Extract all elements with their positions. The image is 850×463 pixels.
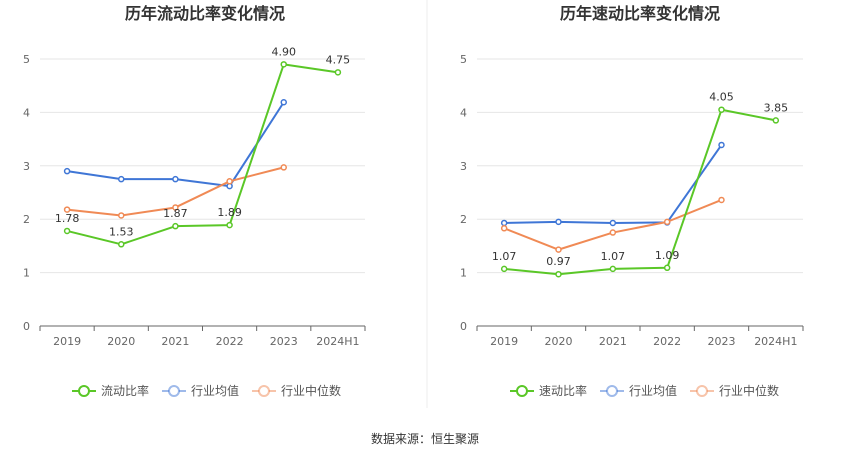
x-tick-label: 2019: [53, 335, 81, 348]
data-label: 1.89: [217, 206, 242, 219]
y-tick-label: 4: [460, 106, 467, 119]
data-label: 3.85: [764, 101, 789, 114]
data-point-primary[interactable]: [772, 117, 780, 124]
data-label: 1.87: [163, 207, 188, 220]
y-tick-label: 5: [23, 53, 30, 66]
source-label: 数据来源：恒生聚源: [371, 431, 479, 446]
legend-item-primary[interactable]: 速动比率: [510, 383, 587, 398]
y-tick-label: 4: [23, 106, 30, 119]
data-point-median[interactable]: [63, 206, 71, 213]
x-tick-label: 2022: [216, 335, 244, 348]
data-point-primary[interactable]: [280, 61, 287, 68]
y-tick-label: 0: [23, 320, 30, 333]
x-tick-label: 2022: [653, 335, 681, 348]
legend-swatch-marker: [258, 385, 270, 397]
data-label: 4.05: [709, 91, 734, 104]
data-label: 1.78: [55, 212, 80, 225]
data-point-median[interactable]: [663, 218, 671, 226]
current-ratio-chart: 历年流动比率变化情况 0 1 2 3 4 5 2019 2020 2021 2022 2023 2024…: [23, 4, 366, 398]
quick-ratio-chart: 历年速动比率变化情况 0 1 2 3 4 5 2019 2020 2021 2022 2023 2024…: [460, 4, 804, 398]
data-label: 4.90: [272, 45, 297, 58]
series-line-average: [66, 101, 285, 188]
chart-title: 历年速动比率变化情况: [560, 4, 720, 23]
chart-title: 历年流动比率变化情况: [125, 4, 285, 23]
legend-label: 行业中位数: [281, 383, 341, 398]
x-tick-label: 2019: [490, 335, 518, 348]
y-tick-label: 3: [460, 160, 467, 173]
x-tick-label: 2021: [161, 335, 189, 348]
data-point-average[interactable]: [118, 175, 125, 183]
data-point-primary[interactable]: [609, 265, 617, 273]
data-label: 4.75: [326, 53, 351, 66]
legend-swatch-marker: [516, 385, 528, 397]
y-tick-label: 1: [23, 267, 30, 280]
data-point-primary[interactable]: [500, 265, 508, 273]
data-point-median[interactable]: [226, 178, 233, 185]
legend-swatch-marker: [696, 385, 708, 397]
legend-swatch-marker: [78, 385, 90, 397]
data-point-primary[interactable]: [118, 241, 125, 248]
y-tick-label: 0: [460, 320, 467, 333]
data-point-median[interactable]: [172, 204, 179, 211]
x-tick-label: 2024H1: [316, 335, 359, 348]
data-point-average[interactable]: [609, 219, 617, 227]
x-tick-label: 2023: [708, 335, 736, 348]
data-label: 1.53: [109, 225, 134, 238]
data-point-median[interactable]: [500, 225, 508, 232]
data-label: 1.09: [655, 249, 680, 262]
series-line-primary: [66, 63, 339, 246]
data-point-average[interactable]: [280, 99, 287, 106]
legend-label: 行业中位数: [719, 383, 779, 398]
data-label: 1.07: [492, 250, 517, 263]
x-tick-label: 2023: [270, 335, 298, 348]
data-point-average[interactable]: [172, 175, 179, 183]
series-line-average: [504, 144, 723, 224]
data-label: 1.07: [601, 250, 626, 263]
data-point-primary[interactable]: [663, 264, 671, 272]
x-tick-label: 2024H1: [754, 335, 797, 348]
data-point-primary[interactable]: [555, 270, 562, 278]
data-point-primary[interactable]: [334, 69, 342, 76]
data-point-average[interactable]: [555, 218, 562, 226]
legend-item-average[interactable]: 行业均值: [600, 383, 677, 398]
data-point-primary[interactable]: [226, 221, 233, 229]
legend-item-median[interactable]: 行业中位数: [690, 383, 779, 398]
legend-label: 流动比率: [101, 383, 149, 398]
data-point-primary[interactable]: [63, 227, 71, 235]
y-tick-label: 2: [23, 213, 30, 226]
data-point-primary[interactable]: [172, 222, 179, 230]
legend-item-median[interactable]: 行业中位数: [252, 383, 341, 398]
data-point-average[interactable]: [718, 141, 725, 149]
data-point-primary[interactable]: [718, 106, 725, 113]
legend-item-average[interactable]: 行业均值: [162, 383, 239, 398]
data-point-median[interactable]: [609, 229, 617, 236]
data-point-median[interactable]: [555, 246, 562, 253]
x-tick-label: 2021: [599, 335, 627, 348]
data-label: 0.97: [546, 255, 571, 268]
y-tick-label: 2: [460, 213, 467, 226]
legend-label: 行业均值: [629, 383, 677, 398]
x-tick-label: 2020: [107, 335, 135, 348]
series-line-primary: [504, 108, 777, 276]
data-point-average[interactable]: [500, 219, 508, 227]
y-tick-label: 1: [460, 267, 467, 280]
y-tick-label: 5: [460, 53, 467, 66]
legend-item-primary[interactable]: 流动比率: [72, 383, 149, 398]
x-tick-label: 2020: [545, 335, 573, 348]
legend-label: 速动比率: [539, 383, 587, 398]
legend-label: 行业均值: [191, 383, 239, 398]
data-point-median[interactable]: [118, 212, 125, 219]
y-tick-label: 3: [23, 160, 30, 173]
data-point-average[interactable]: [63, 167, 71, 175]
data-point-median[interactable]: [280, 164, 287, 171]
data-point-median[interactable]: [718, 196, 725, 204]
legend-swatch-marker: [606, 385, 618, 397]
legend-swatch-marker: [168, 385, 180, 397]
